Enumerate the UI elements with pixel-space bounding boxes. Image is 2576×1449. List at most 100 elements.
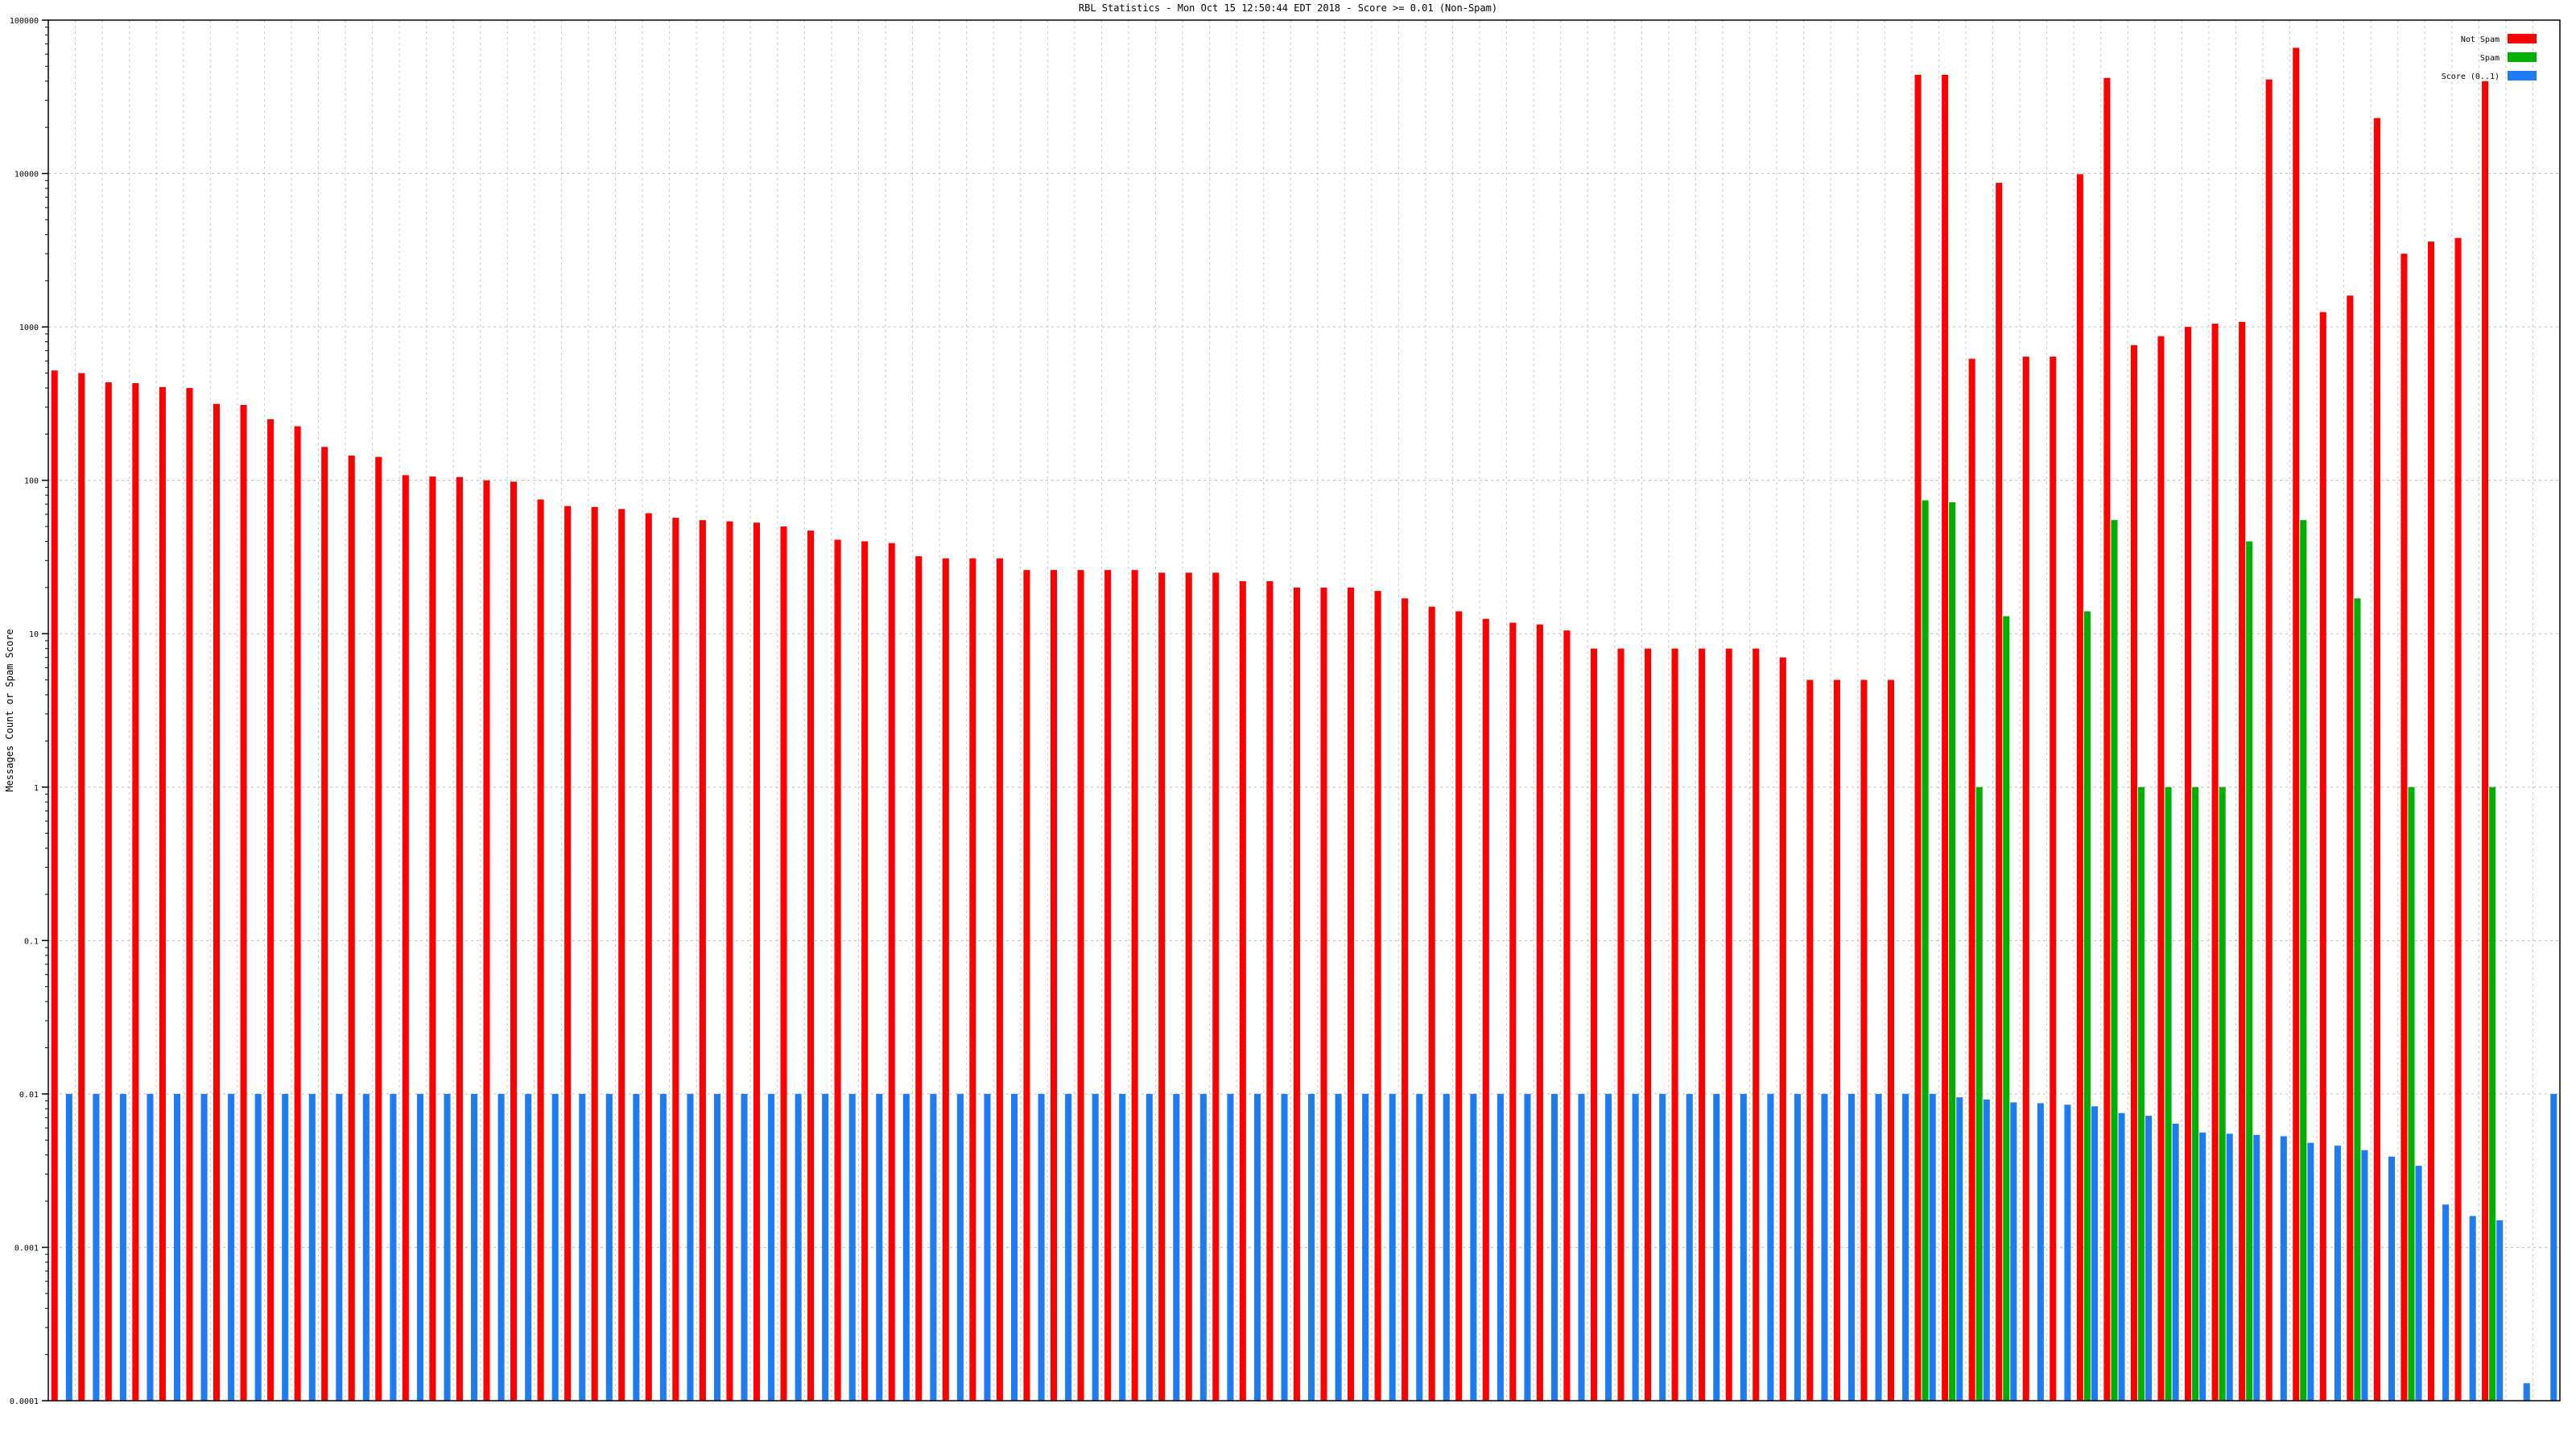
bar bbox=[147, 1093, 154, 1401]
bar bbox=[200, 1093, 208, 1401]
bar bbox=[551, 1093, 559, 1401]
bar bbox=[1509, 622, 1517, 1401]
bar bbox=[2401, 254, 2408, 1401]
bar bbox=[699, 520, 706, 1401]
bar bbox=[1011, 1093, 1018, 1401]
bar bbox=[1536, 624, 1543, 1401]
bar bbox=[591, 506, 598, 1401]
bar bbox=[1740, 1093, 1747, 1401]
bar bbox=[1266, 580, 1274, 1401]
bar bbox=[1308, 1093, 1315, 1401]
bar bbox=[1794, 1093, 1801, 1401]
bar bbox=[2293, 47, 2300, 1401]
bar bbox=[2334, 1146, 2341, 1401]
bar bbox=[1065, 1093, 1072, 1401]
bar bbox=[1779, 657, 1786, 1401]
bar bbox=[753, 522, 760, 1401]
bar bbox=[1131, 570, 1138, 1401]
bar bbox=[2211, 324, 2219, 1401]
legend-label: Score (0..1) bbox=[2442, 72, 2500, 81]
plot-frame bbox=[47, 19, 2561, 1402]
labels-layer: RBL Statistics - Mon Oct 15 12:50:44 EDT… bbox=[4, 2, 1497, 792]
bar bbox=[2300, 520, 2307, 1401]
bar bbox=[348, 455, 355, 1401]
bar bbox=[2482, 80, 2489, 1401]
bar bbox=[1806, 679, 1814, 1401]
bar bbox=[2118, 1113, 2125, 1401]
bar bbox=[618, 509, 625, 1401]
bar bbox=[1470, 1093, 1477, 1401]
bar bbox=[605, 1093, 613, 1401]
bar bbox=[915, 555, 923, 1401]
bar bbox=[1335, 1093, 1342, 1401]
bar bbox=[159, 386, 166, 1402]
bar bbox=[2145, 1116, 2153, 1401]
bar bbox=[2489, 786, 2496, 1401]
bar bbox=[2415, 1166, 2422, 1401]
bar bbox=[1428, 606, 1435, 1401]
legend-swatch bbox=[2508, 34, 2537, 43]
bar bbox=[672, 518, 679, 1402]
bar bbox=[2354, 598, 2361, 1401]
bar bbox=[1077, 570, 1084, 1401]
bar bbox=[1833, 679, 1840, 1401]
bar bbox=[444, 1093, 451, 1401]
bar bbox=[254, 1093, 262, 1401]
bar bbox=[996, 558, 1003, 1401]
legend-label: Spam bbox=[2480, 54, 2500, 63]
bar bbox=[1671, 648, 1678, 1401]
bar bbox=[294, 426, 301, 1401]
bar bbox=[362, 1093, 369, 1401]
bar bbox=[834, 539, 841, 1401]
bar bbox=[1092, 1093, 1099, 1401]
bar bbox=[1887, 679, 1895, 1401]
bar bbox=[93, 1093, 100, 1401]
y-tick-label: 0.1 bbox=[24, 937, 39, 946]
bar bbox=[2192, 786, 2199, 1401]
bar bbox=[2496, 1220, 2504, 1401]
bar bbox=[1104, 570, 1112, 1401]
bar bbox=[1320, 587, 1327, 1401]
y-tick-label: 100 bbox=[24, 477, 39, 486]
bar bbox=[1968, 358, 1975, 1402]
bar bbox=[2226, 1133, 2233, 1401]
bar bbox=[1983, 1099, 1990, 1401]
bar bbox=[1860, 679, 1868, 1401]
bar bbox=[186, 387, 193, 1401]
bar bbox=[525, 1093, 532, 1401]
bar bbox=[240, 405, 247, 1402]
bar bbox=[1975, 786, 1983, 1401]
bar bbox=[902, 1093, 910, 1401]
bar bbox=[645, 513, 652, 1401]
bar bbox=[1158, 572, 1166, 1401]
bar bbox=[1632, 1093, 1639, 1401]
bar bbox=[942, 558, 949, 1401]
bar bbox=[1949, 502, 1956, 1401]
bar bbox=[1199, 1093, 1207, 1401]
bar bbox=[416, 1093, 423, 1401]
bar bbox=[308, 1093, 316, 1401]
bar bbox=[1713, 1093, 1720, 1401]
y-tick-label: 0.0001 bbox=[10, 1397, 39, 1406]
bar bbox=[1253, 1093, 1261, 1401]
bar bbox=[2064, 1104, 2071, 1401]
bar bbox=[848, 1093, 856, 1401]
y-tick-label: 1000 bbox=[19, 324, 39, 332]
legend: Not Spam Spam Score (0..1) bbox=[2442, 34, 2537, 81]
bar bbox=[267, 419, 275, 1402]
bar bbox=[2130, 345, 2137, 1401]
grid-layer bbox=[47, 19, 2561, 1402]
bar bbox=[2388, 1156, 2396, 1401]
bar bbox=[2157, 336, 2165, 1402]
bar bbox=[1929, 1093, 1936, 1401]
bar bbox=[1902, 1093, 1909, 1401]
bars-layer bbox=[51, 47, 2557, 1402]
bar bbox=[2347, 295, 2354, 1402]
bar bbox=[537, 499, 544, 1402]
bar bbox=[2003, 616, 2010, 1401]
bar bbox=[2022, 357, 2029, 1402]
bar bbox=[2246, 541, 2253, 1401]
bar bbox=[1848, 1093, 1856, 1401]
bar bbox=[1956, 1097, 1963, 1401]
bar bbox=[1590, 648, 1597, 1401]
